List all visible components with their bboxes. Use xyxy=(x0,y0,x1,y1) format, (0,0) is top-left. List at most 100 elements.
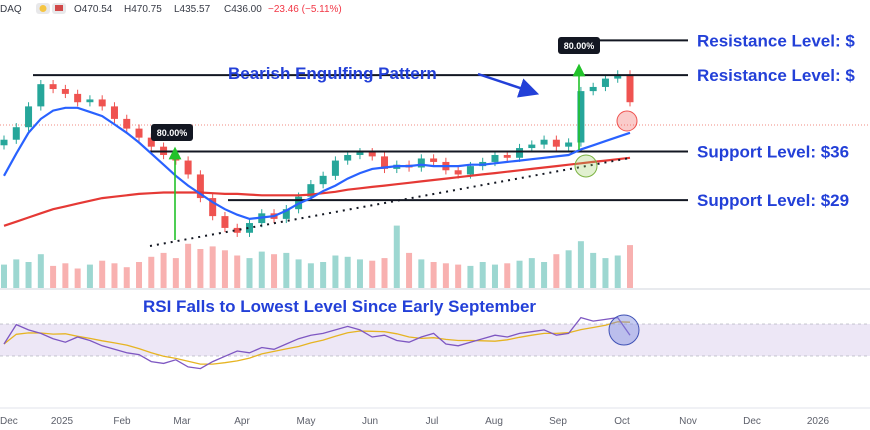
x-tick-label: Apr xyxy=(234,416,250,427)
candle-body[interactable] xyxy=(565,142,573,147)
candle-body[interactable] xyxy=(503,155,511,158)
candle-body[interactable] xyxy=(356,152,364,155)
candle-body[interactable] xyxy=(245,223,253,233)
volume-bar xyxy=(479,262,486,288)
candle-body[interactable] xyxy=(540,139,548,145)
candle-body[interactable] xyxy=(601,78,609,87)
open-value: O470.54 xyxy=(74,4,113,15)
rsi-band xyxy=(0,324,870,356)
candle-body[interactable] xyxy=(344,155,352,161)
x-tick-label: Feb xyxy=(113,416,131,427)
candle-body[interactable] xyxy=(37,84,45,107)
candle-body[interactable] xyxy=(221,216,229,228)
candle-body[interactable] xyxy=(172,155,180,161)
candle-body[interactable] xyxy=(577,91,585,143)
volume-bar xyxy=(467,265,474,288)
rsi-highlight-circle[interactable] xyxy=(608,314,640,346)
badge-right: 80.00% xyxy=(558,37,600,54)
volume-bar xyxy=(553,254,560,288)
support-label-upper: Support Level: $36 xyxy=(697,143,849,162)
candle-body[interactable] xyxy=(147,137,155,147)
volume-bar xyxy=(528,258,535,288)
volume-bar xyxy=(541,262,548,288)
candle-body[interactable] xyxy=(331,160,339,176)
face-icon[interactable] xyxy=(36,3,50,14)
volume-bar xyxy=(504,263,511,288)
ohlc-header: DAQ O470.54 H470.75 L435.57 C436.00 −23.… xyxy=(0,3,342,15)
volume-bar xyxy=(221,250,228,288)
low-value: L435.57 xyxy=(174,4,211,15)
x-tick-label: Oct xyxy=(614,416,630,427)
candle-body[interactable] xyxy=(626,74,634,103)
close-value: C436.00 xyxy=(224,4,262,15)
volume-bar xyxy=(516,260,523,288)
candle-body[interactable] xyxy=(417,158,425,168)
candle-body[interactable] xyxy=(184,160,192,175)
candle-body[interactable] xyxy=(430,158,438,162)
volume-bar xyxy=(234,255,241,288)
candle-body[interactable] xyxy=(12,127,20,140)
volume-bar xyxy=(307,263,314,288)
volume-bar xyxy=(1,264,7,288)
candle-body[interactable] xyxy=(49,84,57,90)
candle-body[interactable] xyxy=(196,174,204,199)
volume-bar xyxy=(455,264,462,288)
volume-bar xyxy=(295,259,302,288)
volume-bar xyxy=(614,255,621,288)
candle-body[interactable] xyxy=(61,89,69,94)
resistance-label-upper: Resistance Level: $ xyxy=(697,31,855,50)
candle-body[interactable] xyxy=(74,93,82,103)
candle-body[interactable] xyxy=(528,144,536,149)
candle-body[interactable] xyxy=(233,227,241,233)
candle-body[interactable] xyxy=(307,184,315,197)
volume-bar xyxy=(627,245,633,288)
candle-body[interactable] xyxy=(466,166,474,175)
volume-bar xyxy=(99,260,106,288)
candle-body[interactable] xyxy=(368,152,376,157)
x-tick-label: Nov xyxy=(679,416,697,427)
x-tick-label: Mar xyxy=(173,416,191,427)
candle-body[interactable] xyxy=(0,139,8,146)
candle-body[interactable] xyxy=(589,86,597,92)
candle-body[interactable] xyxy=(381,156,389,169)
candle-body[interactable] xyxy=(491,155,499,162)
volume-bar xyxy=(393,225,400,288)
candle-body[interactable] xyxy=(209,198,217,217)
candle-body[interactable] xyxy=(516,148,524,158)
ma50-line xyxy=(3,106,631,221)
candle-body[interactable] xyxy=(282,209,290,219)
volume-bar xyxy=(356,259,363,288)
volume-bar xyxy=(283,252,290,288)
rsi-line xyxy=(3,316,631,370)
candle-body[interactable] xyxy=(110,106,118,119)
volume-bar xyxy=(185,243,192,288)
flag-icon[interactable] xyxy=(52,3,66,14)
volume-bar xyxy=(381,258,388,288)
pattern-annotation: Bearish Engulfing Pattern xyxy=(228,64,437,83)
candle-body[interactable] xyxy=(319,175,327,185)
candle-body[interactable] xyxy=(98,99,106,107)
candle-body[interactable] xyxy=(86,99,94,103)
candle-body[interactable] xyxy=(614,74,622,79)
symbol-label[interactable]: DAQ xyxy=(0,4,22,15)
volume-bar xyxy=(74,268,81,288)
support-test-circle[interactable] xyxy=(574,154,598,178)
x-tick-label: Sep xyxy=(549,416,567,427)
x-tick-label: Dec xyxy=(0,416,18,427)
candle-body[interactable] xyxy=(454,170,462,175)
candle-body[interactable] xyxy=(123,118,131,129)
engulfing-highlight-circle[interactable] xyxy=(616,110,638,132)
volume-bar xyxy=(271,254,278,288)
volume-bar xyxy=(25,262,32,288)
candle-body[interactable] xyxy=(135,128,143,138)
candle-body[interactable] xyxy=(25,106,33,128)
volume-bar xyxy=(160,252,167,288)
volume-bar xyxy=(123,267,130,288)
volume-bar xyxy=(344,256,351,288)
ascending-trendline[interactable] xyxy=(149,157,631,247)
volume-bar xyxy=(442,263,449,288)
volume-bar xyxy=(491,264,498,288)
volume-bar xyxy=(590,252,597,288)
candle-body[interactable] xyxy=(552,139,560,147)
